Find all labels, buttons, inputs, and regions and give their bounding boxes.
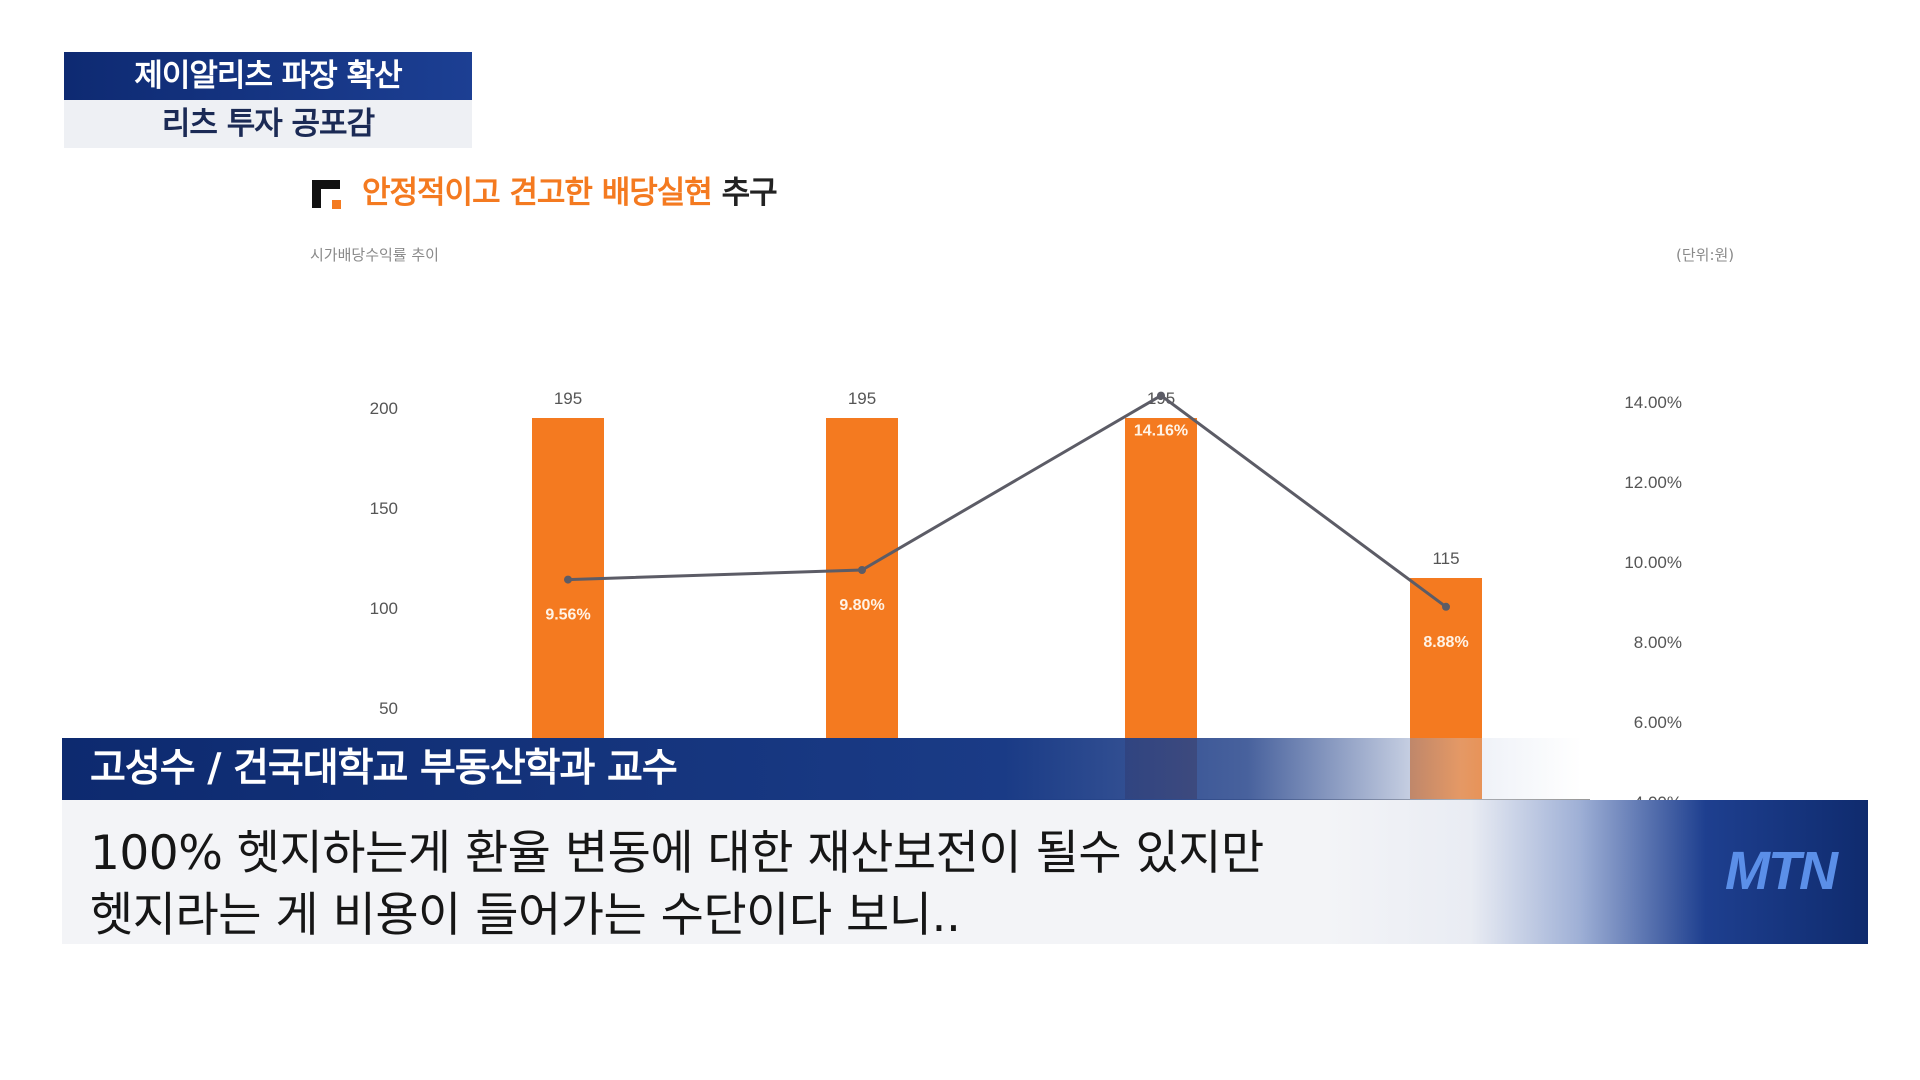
yield-point	[1157, 391, 1165, 400]
y-right-tick-label: 10.00%	[1624, 553, 1682, 572]
bar-value-label: 195	[554, 389, 582, 408]
y-right-tick-label: 14.00%	[1624, 393, 1682, 412]
yield-line	[567, 393, 1447, 609]
quote-subtitle-box: 100% 헷지하는게 환율 변동에 대한 재산보전이 될수 있지만 헷지라는 게…	[62, 800, 1868, 944]
y-left-tick-label: 200	[370, 399, 398, 418]
bar	[532, 418, 604, 800]
yield-value-label: 9.56%	[545, 607, 590, 624]
chart-unit-label: (단위:원)	[1676, 246, 1735, 264]
y-left-tick-label: 100	[370, 599, 398, 618]
news-caption-subheadline: 리츠 투자 공포감	[64, 100, 472, 148]
y-left-tick-label: 150	[370, 499, 398, 518]
slide-title-rest: 추구	[711, 175, 778, 211]
y-left-tick-label: 50	[379, 699, 398, 718]
yield-value-label: 14.16%	[1134, 423, 1188, 440]
news-caption-headline: 제이알리츠 파장 확산	[64, 52, 472, 100]
slide-bracket-logo-icon	[312, 180, 341, 209]
bar-value-label: 115	[1432, 549, 1459, 568]
y-right-tick-label: 8.00%	[1634, 633, 1682, 652]
quote-line-2: 헷지라는 게 비용이 들어가는 수단이다 보니..	[90, 888, 961, 943]
bar-value-label: 195	[848, 389, 876, 408]
slide-title: 안정적이고 견고한 배당실현 추구	[362, 170, 778, 216]
bar	[1125, 418, 1197, 800]
speaker-name-bar: 고성수 / 건국대학교 부동산학과 교수	[62, 738, 1582, 800]
mtn-logo: MTN	[1725, 841, 1838, 901]
chart-subtitle: 시가배당수익률 추이	[310, 246, 439, 264]
yield-value-label: 8.88%	[1423, 634, 1468, 651]
yield-point	[564, 575, 572, 584]
yield-point	[1442, 602, 1450, 611]
yield-point	[858, 566, 866, 574]
yield-value-label: 9.80%	[839, 597, 884, 614]
y-right-tick-label: 6.00%	[1634, 713, 1682, 732]
slide-title-accent: 안정적이고 견고한 배당실현	[362, 175, 713, 211]
quote-line-1: 100% 헷지하는게 환율 변동에 대한 재산보전이 될수 있지만	[90, 826, 1264, 881]
bar	[826, 418, 898, 800]
y-right-tick-label: 12.00%	[1624, 473, 1682, 492]
